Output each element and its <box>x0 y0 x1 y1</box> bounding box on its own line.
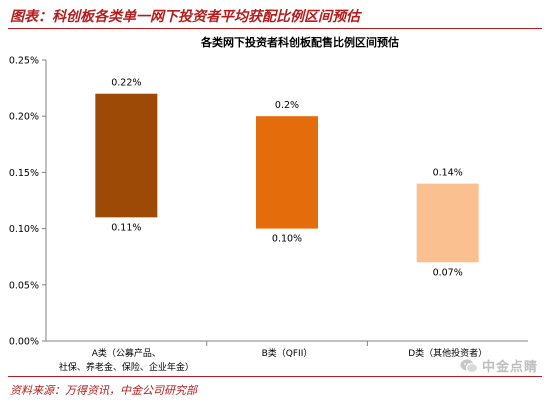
wechat-icon <box>460 359 478 373</box>
chart-title: 各类网下投资者科创板配售比例区间预估 <box>200 35 399 49</box>
data-label-low: 0.11% <box>111 222 141 233</box>
data-label-low: 0.10% <box>272 234 302 245</box>
watermark-text: 中金点睛 <box>481 360 538 375</box>
x-tick-label: D类（其他投资者） <box>408 347 487 359</box>
y-tick-label: 0.00% <box>9 337 39 348</box>
y-tick-label: 0.10% <box>9 224 39 235</box>
range-bar <box>416 183 479 263</box>
range-bar <box>256 116 318 229</box>
header-divider <box>8 28 542 29</box>
footer-divider <box>8 376 542 377</box>
y-tick-label: 0.15% <box>9 168 39 179</box>
range-bar-chart: 各类网下投资者科创板配售比例区间预估 0.00%0.05%0.10%0.15%0… <box>9 35 528 373</box>
data-label-high: 0.22% <box>111 78 141 89</box>
data-label-high: 0.14% <box>433 168 463 179</box>
y-tick-label: 0.05% <box>9 280 39 291</box>
x-tick-label: B类（QFII） <box>262 347 313 359</box>
figure-source: 资料来源：万得资讯，中金公司研究部 <box>10 384 197 397</box>
watermark: 中金点睛 <box>460 356 538 375</box>
chart-data-labels: 0.22% 0.11% 0.2% 0.10% 0.14% 0.07% <box>111 78 463 279</box>
range-bar <box>95 93 158 218</box>
data-label-low: 0.07% <box>433 267 463 278</box>
y-tick-label: 0.25% <box>9 56 39 67</box>
y-tick-label: 0.20% <box>9 112 39 123</box>
chart-bars <box>95 93 479 263</box>
x-tick-label: A类（公募产品、 <box>92 347 161 359</box>
figure-header: 图表：科创板各类单一网下投资者平均获配比例区间预估 <box>0 0 550 30</box>
data-label-high: 0.2% <box>275 100 299 111</box>
figure-title: 图表：科创板各类单一网下投资者平均获配比例区间预估 <box>10 9 360 25</box>
chart-axes: 0.00% 0.05% 0.10% 0.15% 0.20% 0.25% A类（公募产品、社保… <box>9 56 528 373</box>
figure-footer: 资料来源：万得资讯，中金公司研究部 <box>0 376 550 405</box>
x-tick-label: 社保、养老金、保险、企业年金） <box>59 361 194 373</box>
